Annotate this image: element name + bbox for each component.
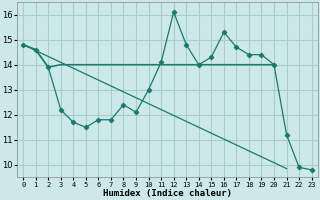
X-axis label: Humidex (Indice chaleur): Humidex (Indice chaleur) bbox=[103, 189, 232, 198]
